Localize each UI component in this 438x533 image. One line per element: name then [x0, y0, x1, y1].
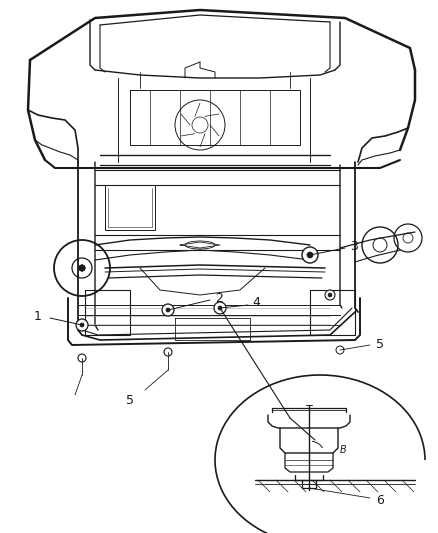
Circle shape	[79, 265, 85, 271]
Circle shape	[307, 252, 313, 258]
Circle shape	[78, 354, 86, 362]
Circle shape	[79, 265, 85, 271]
Text: 6: 6	[376, 494, 384, 506]
Text: 2: 2	[215, 292, 223, 304]
Circle shape	[80, 323, 84, 327]
Text: B: B	[340, 445, 347, 455]
Text: 1: 1	[34, 310, 42, 322]
Text: 5: 5	[376, 337, 384, 351]
Circle shape	[325, 290, 335, 300]
Circle shape	[328, 293, 332, 297]
Text: 4: 4	[252, 296, 260, 310]
Circle shape	[79, 265, 85, 271]
Circle shape	[302, 247, 318, 263]
Circle shape	[164, 348, 172, 356]
Circle shape	[76, 319, 88, 331]
Circle shape	[214, 302, 226, 314]
Text: 5: 5	[126, 393, 134, 407]
Circle shape	[218, 306, 222, 310]
Circle shape	[79, 265, 85, 271]
Circle shape	[336, 346, 344, 354]
Circle shape	[162, 304, 174, 316]
Text: 3: 3	[350, 239, 358, 253]
Circle shape	[166, 308, 170, 312]
